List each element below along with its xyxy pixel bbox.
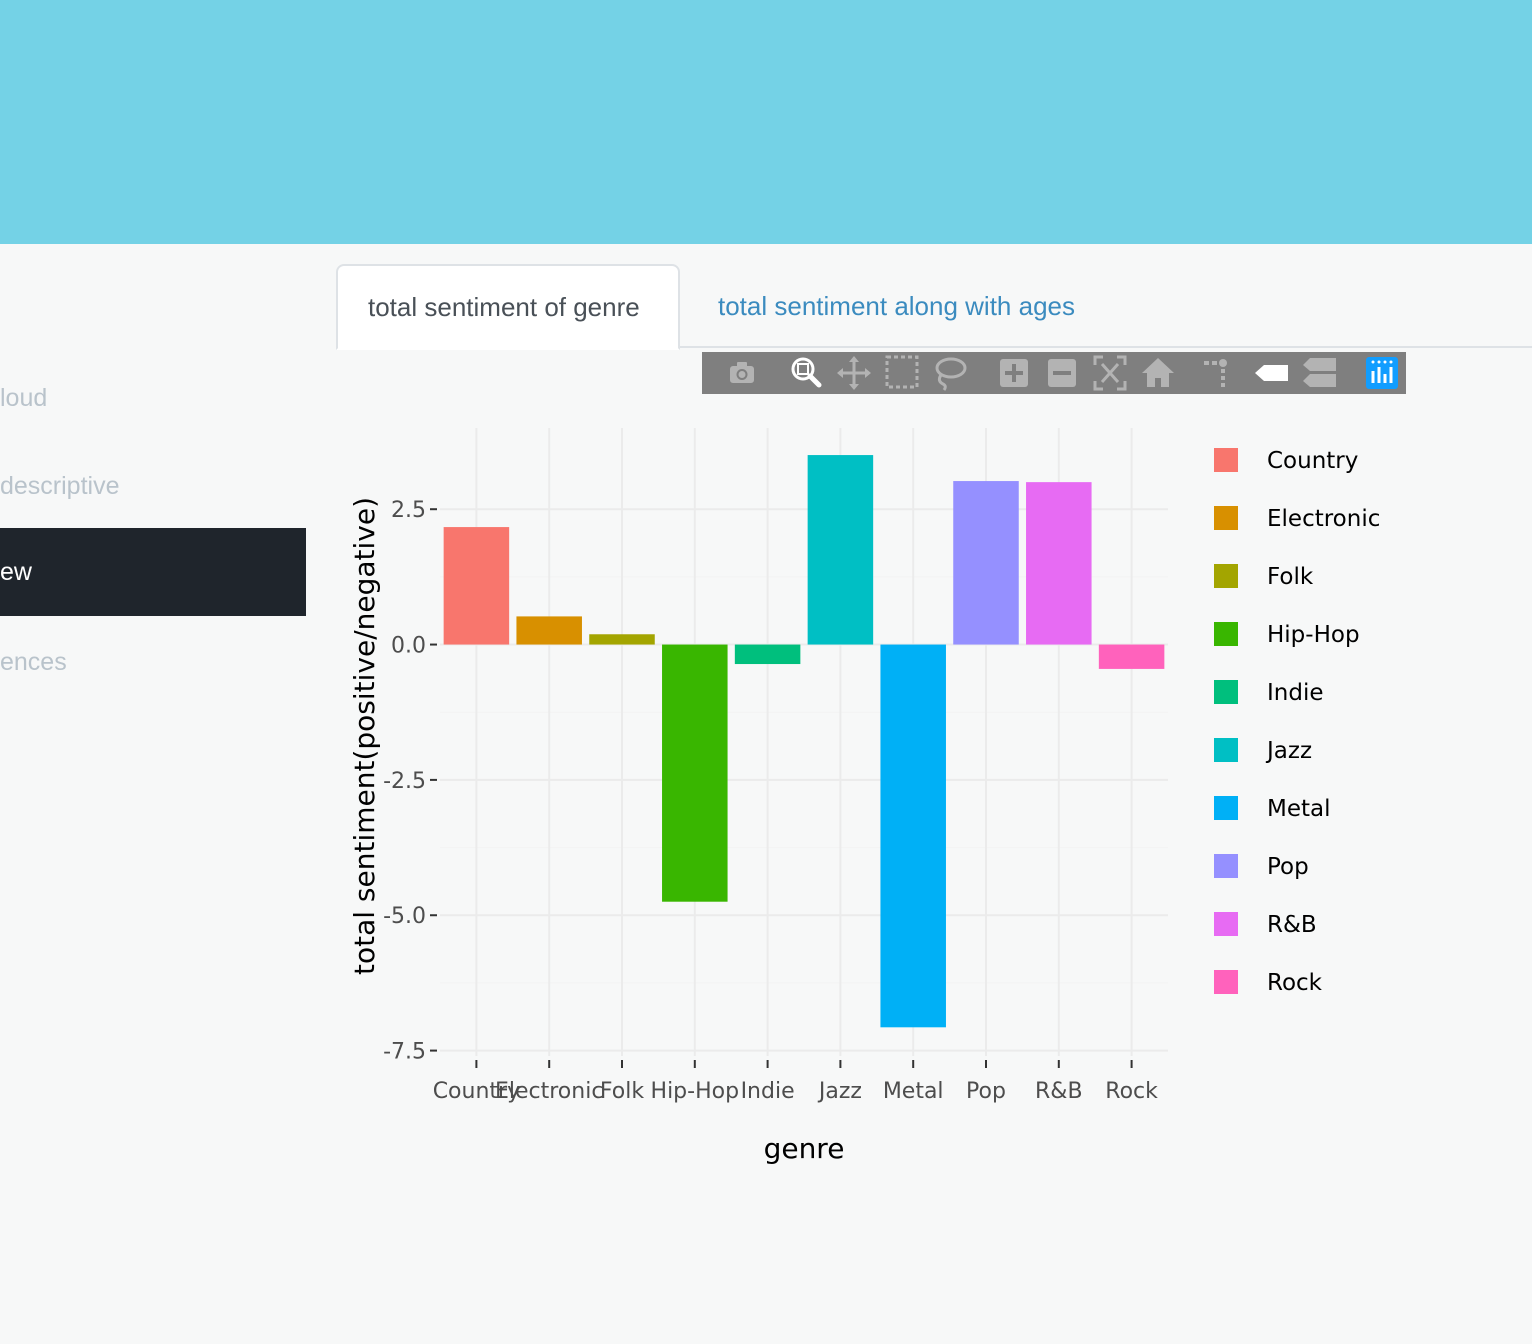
legend-label[interactable]: Indie xyxy=(1267,680,1324,706)
legend-swatch[interactable] xyxy=(1214,506,1238,530)
bar-country[interactable] xyxy=(443,527,510,645)
hover-compare-icon[interactable] xyxy=(1300,352,1340,394)
y-tick-label: 0.0 xyxy=(391,634,426,659)
bar-folk[interactable] xyxy=(589,634,655,645)
bar-pop[interactable] xyxy=(953,481,1019,645)
legend-swatch[interactable] xyxy=(1214,912,1238,936)
lasso-select-icon[interactable] xyxy=(930,352,970,394)
x-tick-label: Folk xyxy=(600,1079,644,1104)
sidebar-item-label: ences xyxy=(0,647,67,676)
legend-label[interactable]: R&B xyxy=(1267,912,1317,938)
legend-swatch[interactable] xyxy=(1214,680,1238,704)
box-select-icon[interactable] xyxy=(882,352,922,394)
y-tick-label: -2.5 xyxy=(383,769,426,794)
legend-label[interactable]: Metal xyxy=(1267,796,1331,822)
legend-swatch[interactable] xyxy=(1214,448,1238,472)
tab-label: total sentiment of genre xyxy=(368,291,640,322)
x-tick-label: R&B xyxy=(1035,1079,1083,1104)
x-tick-label: Pop xyxy=(966,1079,1006,1104)
x-tick-label: Indie xyxy=(741,1079,795,1104)
legend-label[interactable]: Pop xyxy=(1267,854,1309,880)
y-axis-title: total sentiment(positive/negative) xyxy=(348,497,381,975)
bar-hip-hop[interactable] xyxy=(662,644,728,902)
y-tick-label: -7.5 xyxy=(383,1040,426,1065)
sidebar-item-wordcloud[interactable]: loud xyxy=(0,354,306,442)
legend-swatch[interactable] xyxy=(1214,854,1238,878)
autoscale-icon[interactable] xyxy=(1090,352,1130,394)
bar-rock[interactable] xyxy=(1098,644,1165,669)
sidebar-item-descriptive[interactable]: descriptive xyxy=(0,442,306,530)
legend-swatch[interactable] xyxy=(1214,622,1238,646)
x-tick-label: Electronic xyxy=(495,1079,603,1104)
plotly-logo-icon[interactable] xyxy=(1362,352,1402,394)
zoom-icon[interactable] xyxy=(786,352,826,394)
hover-closest-icon[interactable] xyxy=(1252,352,1292,394)
zoom-in-icon[interactable] xyxy=(994,352,1034,394)
sidebar-item-label: loud xyxy=(0,383,48,412)
plot-modebar xyxy=(702,352,1406,394)
chart-legend: Country Electronic Folk Hip-Hop Indie Jazz Met… xyxy=(1214,448,1380,996)
sidebar: loud descriptive ew ences xyxy=(0,244,306,1344)
x-tick-label: Hip-Hop xyxy=(651,1079,740,1104)
legend-label[interactable]: Electronic xyxy=(1267,506,1380,532)
legend-swatch[interactable] xyxy=(1214,738,1238,762)
legend-label[interactable]: Country xyxy=(1267,448,1358,474)
tab-total-sentiment-of-genre[interactable]: total sentiment of genre xyxy=(336,264,680,350)
tab-total-sentiment-along-with-ages[interactable]: total sentiment along with ages xyxy=(688,264,1105,348)
spike-lines-icon[interactable] xyxy=(1198,352,1238,394)
legend-swatch[interactable] xyxy=(1214,970,1238,994)
legend-label[interactable]: Hip-Hop xyxy=(1267,622,1360,648)
pan-icon[interactable] xyxy=(834,352,874,394)
legend-label[interactable]: Rock xyxy=(1267,970,1323,996)
bar-r-b[interactable] xyxy=(1026,482,1092,645)
sidebar-item-label: descriptive xyxy=(0,471,120,500)
y-tick-label: -5.0 xyxy=(383,904,426,929)
bar-metal[interactable] xyxy=(880,644,946,1028)
app-header xyxy=(0,0,1532,244)
legend-label[interactable]: Jazz xyxy=(1265,738,1312,764)
legend-label[interactable]: Folk xyxy=(1267,564,1314,590)
bar-indie[interactable] xyxy=(734,644,801,665)
sentiment-bar-chart: 2.5 0.0 -2.5 -5.0 -7.5 Country Electronic Folk H… xyxy=(320,400,1532,1180)
bar-electronic[interactable] xyxy=(516,616,582,645)
x-tick-label: Metal xyxy=(883,1079,944,1104)
sidebar-item-label: ew xyxy=(0,557,32,586)
tab-label: total sentiment along with ages xyxy=(718,290,1075,321)
zoom-out-icon[interactable] xyxy=(1042,352,1082,394)
x-tick-label: Rock xyxy=(1105,1079,1158,1104)
camera-icon[interactable] xyxy=(722,352,762,394)
sidebar-item-overview[interactable]: ew xyxy=(0,528,306,616)
legend-swatch[interactable] xyxy=(1214,564,1238,588)
x-axis-title: genre xyxy=(764,1132,845,1165)
y-tick-label: 2.5 xyxy=(391,498,426,523)
x-tick-label: Country xyxy=(433,1079,520,1104)
reset-axes-icon[interactable] xyxy=(1138,352,1178,394)
legend-swatch[interactable] xyxy=(1214,796,1238,820)
x-tick-label: Jazz xyxy=(817,1079,862,1104)
bar-jazz[interactable] xyxy=(807,455,874,645)
sidebar-item-differences[interactable]: ences xyxy=(0,618,306,706)
tab-bar: total sentiment of genre total sentiment… xyxy=(336,264,1532,350)
